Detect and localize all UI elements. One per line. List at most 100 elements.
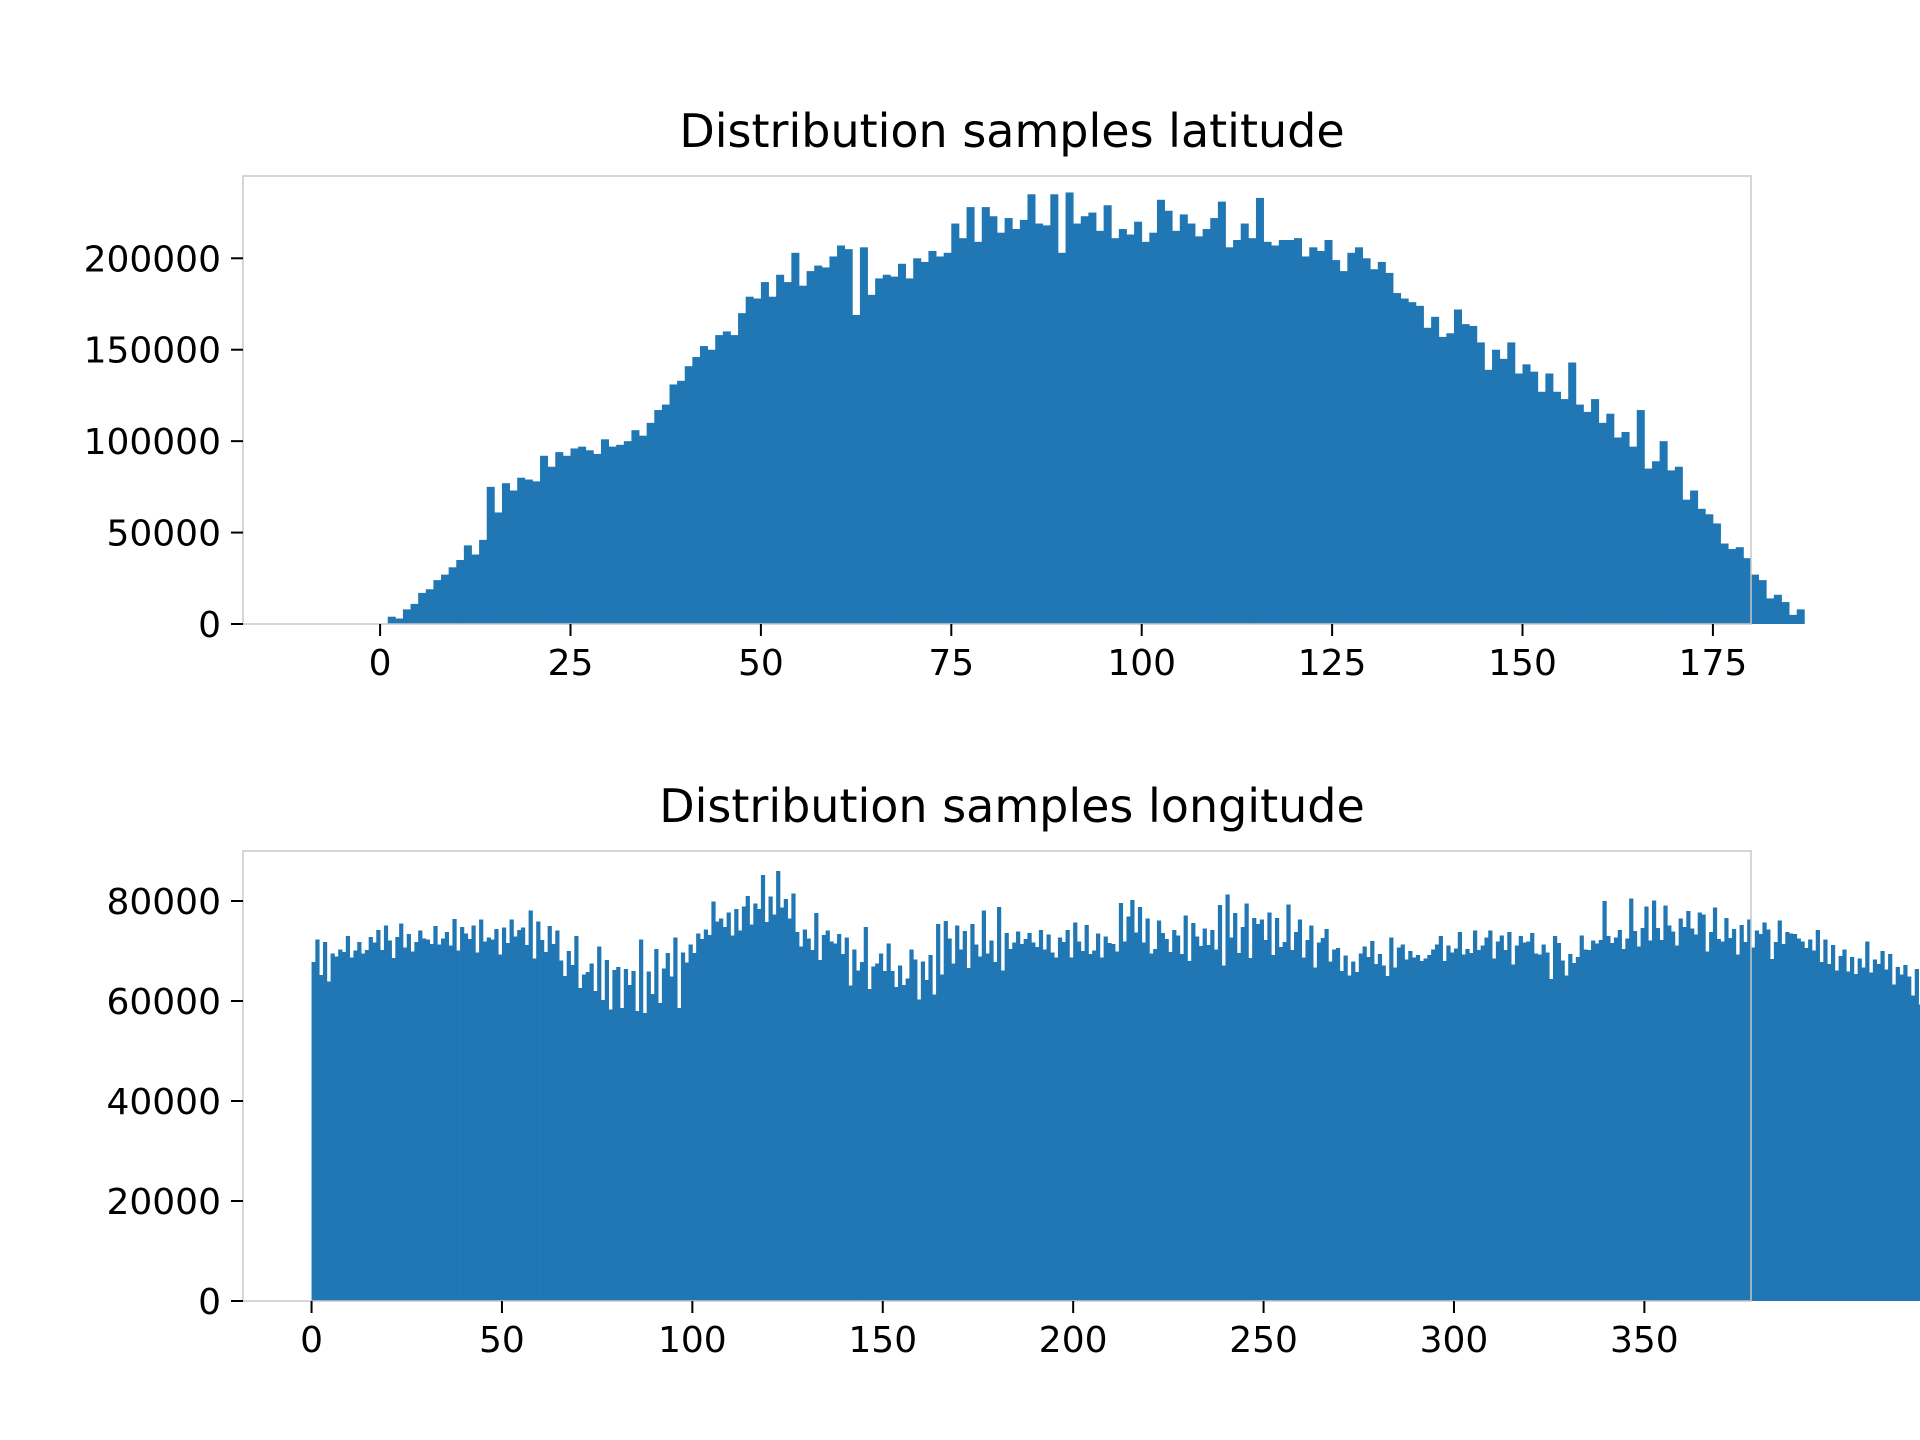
histogram-bar bbox=[444, 932, 450, 1301]
histogram-bar bbox=[631, 971, 636, 1301]
histogram-bar bbox=[856, 970, 861, 1301]
histogram-bar bbox=[852, 314, 861, 624]
histogram-bar bbox=[1370, 941, 1375, 1301]
histogram-bar bbox=[798, 946, 804, 1301]
histogram-bar bbox=[1560, 960, 1565, 1301]
histogram-bar bbox=[837, 934, 842, 1301]
histogram-bar bbox=[1099, 957, 1105, 1301]
histogram-bar bbox=[639, 939, 644, 1301]
histogram-bar bbox=[985, 953, 990, 1301]
histogram-bar bbox=[924, 980, 929, 1301]
histogram-bar bbox=[776, 871, 781, 1301]
histogram-bar bbox=[1255, 924, 1261, 1301]
histogram-bar bbox=[1480, 945, 1485, 1301]
histogram-bar bbox=[1705, 951, 1710, 1301]
histogram-bar bbox=[1248, 238, 1257, 625]
histogram-bar bbox=[1012, 942, 1017, 1301]
histogram-bar bbox=[1438, 936, 1443, 1301]
histogram-bar bbox=[1819, 962, 1824, 1301]
histogram-bar bbox=[433, 926, 438, 1301]
histogram-bar bbox=[1720, 543, 1729, 624]
histogram-bar bbox=[703, 929, 708, 1301]
histogram-bar bbox=[734, 909, 739, 1301]
histogram-bar bbox=[962, 931, 967, 1301]
histogram-bar bbox=[1712, 907, 1718, 1301]
histogram-bar bbox=[715, 335, 724, 624]
histogram-bar bbox=[1910, 995, 1916, 1301]
histogram-bar bbox=[1096, 230, 1105, 625]
histogram-bar bbox=[1004, 218, 1013, 624]
histogram-bar bbox=[475, 952, 480, 1301]
histogram-bar bbox=[334, 956, 339, 1301]
histogram-bar bbox=[1522, 364, 1531, 624]
histogram-bar bbox=[806, 271, 815, 624]
histogram-bar bbox=[1107, 943, 1112, 1301]
histogram-bar bbox=[1202, 229, 1211, 624]
chart-title-latitude: Distribution samples latitude bbox=[679, 104, 1344, 158]
histogram-bar bbox=[1846, 971, 1851, 1301]
histogram-bar bbox=[1202, 928, 1207, 1301]
histogram-bar bbox=[829, 256, 838, 624]
histogram-bar bbox=[852, 949, 857, 1301]
latitude-bars bbox=[387, 192, 1805, 625]
histogram-bar bbox=[1651, 461, 1661, 624]
histogram-bar bbox=[387, 940, 392, 1301]
histogram-bar bbox=[818, 960, 823, 1301]
histogram-bar bbox=[722, 331, 731, 624]
histogram-bar bbox=[1766, 929, 1771, 1301]
histogram-bar bbox=[364, 950, 370, 1301]
histogram-bar bbox=[642, 1013, 648, 1301]
histogram-bar bbox=[821, 267, 830, 624]
histogram-bar bbox=[1294, 932, 1299, 1301]
histogram-bar bbox=[1431, 316, 1440, 624]
histogram-bar bbox=[1309, 925, 1314, 1301]
histogram-bar bbox=[1080, 216, 1089, 625]
histogram-bar bbox=[1229, 937, 1234, 1301]
histogram-bar bbox=[1728, 549, 1737, 624]
histogram-bar bbox=[1236, 953, 1242, 1301]
histogram-bar bbox=[1686, 911, 1691, 1301]
histogram-bar bbox=[1320, 938, 1325, 1301]
histogram-bar bbox=[1038, 930, 1044, 1301]
histogram-bar bbox=[844, 937, 849, 1301]
histogram-bar bbox=[1865, 941, 1870, 1301]
histogram-bar bbox=[932, 994, 937, 1301]
histogram-bar bbox=[1682, 499, 1691, 624]
histogram-bar bbox=[867, 294, 876, 624]
histogram-bar bbox=[936, 924, 941, 1301]
histogram-bar bbox=[639, 435, 648, 624]
histogram-bar bbox=[441, 938, 446, 1301]
histogram-bar bbox=[1313, 967, 1318, 1301]
longitude-histogram: Distribution samples longitude 0 20000 400… bbox=[106, 779, 1920, 1361]
histogram-bar bbox=[1377, 261, 1386, 624]
histogram-bar bbox=[1610, 943, 1615, 1301]
histogram-bar bbox=[1720, 941, 1725, 1301]
histogram-bar bbox=[1377, 954, 1383, 1301]
histogram-bar bbox=[1625, 938, 1630, 1301]
histogram-bar bbox=[684, 366, 693, 624]
x-tick-label: 150 bbox=[1488, 643, 1557, 684]
histogram-bar bbox=[677, 1008, 682, 1301]
histogram-bar bbox=[1777, 920, 1782, 1301]
histogram-bar bbox=[1796, 938, 1801, 1301]
histogram-bar bbox=[1233, 240, 1242, 624]
x-tick-label: 50 bbox=[479, 1320, 525, 1361]
histogram-bar bbox=[661, 968, 667, 1301]
histogram-bar bbox=[578, 446, 587, 624]
histogram-bar bbox=[878, 953, 884, 1301]
histogram-bar bbox=[1827, 964, 1832, 1301]
histogram-bar bbox=[1766, 598, 1775, 624]
histogram-bar bbox=[1309, 247, 1318, 624]
histogram-bar bbox=[315, 939, 320, 1301]
histogram-bar bbox=[1400, 944, 1405, 1301]
histogram-bar bbox=[859, 247, 868, 624]
histogram-bar bbox=[768, 296, 777, 624]
histogram-bar bbox=[1594, 943, 1600, 1301]
histogram-bar bbox=[1088, 954, 1093, 1301]
histogram-bar bbox=[479, 919, 484, 1301]
histogram-bar bbox=[989, 216, 998, 625]
histogram-bar bbox=[1301, 957, 1306, 1301]
histogram-bar bbox=[1217, 201, 1226, 624]
histogram-bar bbox=[1751, 574, 1760, 624]
histogram-bar bbox=[1141, 241, 1150, 624]
